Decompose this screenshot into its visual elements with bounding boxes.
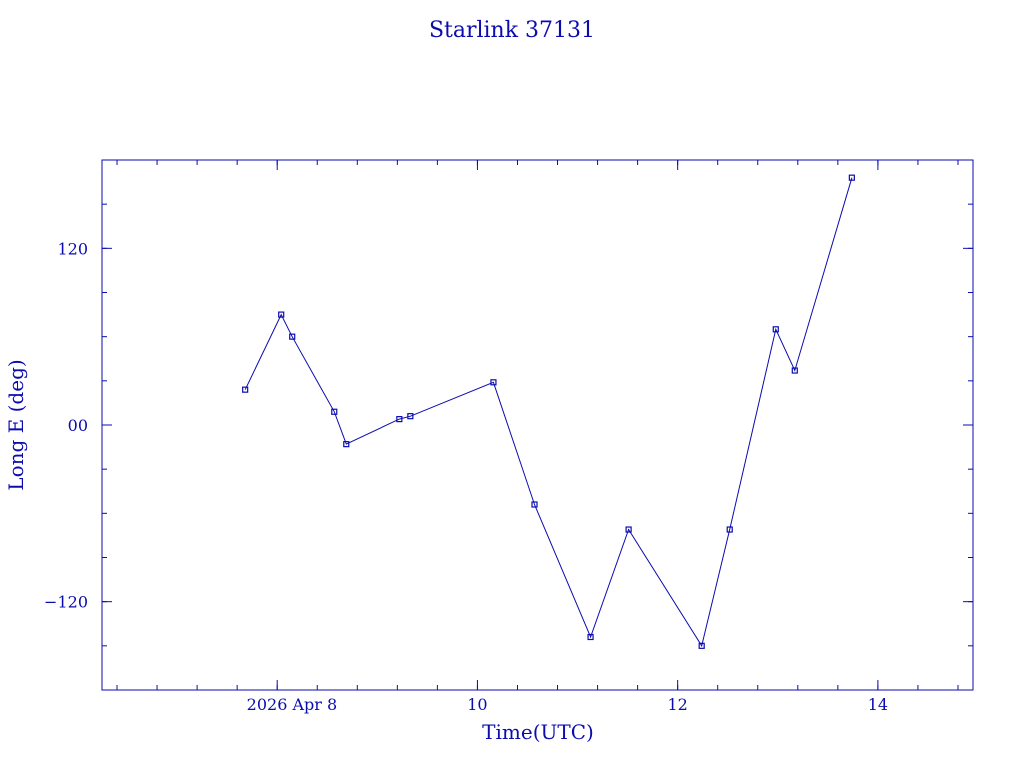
x-tick-labels: 2026 Apr 8 10 12 14 bbox=[247, 695, 888, 714]
data-point bbox=[396, 416, 403, 423]
data-point bbox=[726, 526, 733, 533]
y-tick-label: 120 bbox=[57, 239, 88, 258]
x-tick-label: 10 bbox=[467, 695, 487, 714]
x-tick-label: 14 bbox=[868, 695, 888, 714]
data-point bbox=[289, 333, 296, 340]
data-point bbox=[772, 326, 779, 333]
plot-frame bbox=[101, 159, 974, 691]
data-point bbox=[791, 367, 798, 374]
data-point bbox=[531, 501, 538, 508]
data-point bbox=[407, 413, 414, 420]
data-point bbox=[343, 441, 350, 448]
data-point bbox=[242, 386, 249, 393]
y-tick-labels: −120 00 120 bbox=[44, 239, 88, 611]
y-tick-label: 00 bbox=[68, 416, 88, 435]
data-point bbox=[848, 174, 855, 181]
data-point bbox=[698, 642, 705, 649]
y-axis-label: Long E (deg) bbox=[4, 359, 28, 490]
series-line bbox=[244, 177, 853, 648]
tick-marks bbox=[102, 159, 973, 691]
x-tick-label: 2026 Apr 8 bbox=[247, 695, 338, 714]
series-longitude bbox=[242, 174, 855, 649]
data-point bbox=[490, 379, 497, 386]
chart-title: Starlink 37131 bbox=[429, 18, 595, 43]
x-axis-label: Time(UTC) bbox=[482, 720, 594, 744]
data-point bbox=[331, 408, 338, 415]
data-point bbox=[587, 633, 594, 641]
y-tick-label: −120 bbox=[44, 593, 88, 612]
x-tick-label: 12 bbox=[667, 695, 687, 714]
data-point bbox=[625, 526, 632, 533]
data-point bbox=[278, 311, 285, 318]
